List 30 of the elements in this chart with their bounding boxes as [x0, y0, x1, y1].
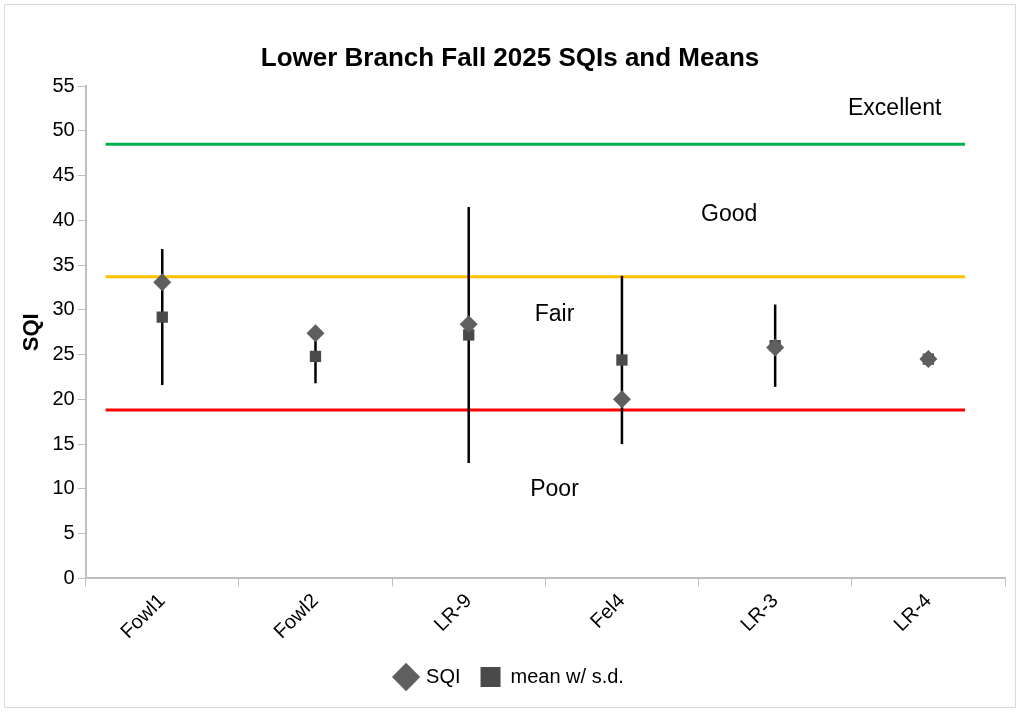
annotation: Fair — [534, 300, 575, 327]
point — [306, 324, 325, 343]
point — [919, 350, 938, 369]
y-axis-title: SQI — [18, 313, 44, 352]
y-tick-label: 50 — [52, 118, 75, 141]
point — [766, 338, 785, 357]
y-tick-label: 35 — [52, 252, 75, 275]
y-tick-label: 55 — [52, 73, 75, 96]
point — [153, 273, 172, 292]
y-tick-label: 30 — [52, 297, 75, 320]
y-tick-label: 0 — [63, 565, 75, 588]
point — [156, 311, 168, 323]
y-tick-label: 20 — [52, 386, 75, 409]
annotation: Good — [701, 199, 758, 226]
y-tick-label: 40 — [52, 207, 75, 230]
y-tick-label: 25 — [52, 342, 75, 365]
point — [616, 354, 628, 366]
annotation: Excellent — [848, 93, 942, 120]
point — [459, 315, 478, 334]
point — [309, 350, 322, 363]
y-tick-label: 10 — [52, 476, 75, 499]
annotation: Poor — [530, 475, 580, 502]
chart-title: Lower Branch Fall 2025 SQIs and Means — [260, 41, 760, 72]
y-tick-label: 5 — [63, 521, 75, 544]
y-tick-label: 15 — [52, 431, 75, 454]
legend-label: mean w/ s.d. — [510, 664, 624, 687]
x-tick-label: Fel4 — [585, 588, 629, 633]
point — [612, 390, 631, 409]
y-tick-label: 45 — [52, 163, 75, 186]
legend-label: SQI — [426, 664, 461, 687]
